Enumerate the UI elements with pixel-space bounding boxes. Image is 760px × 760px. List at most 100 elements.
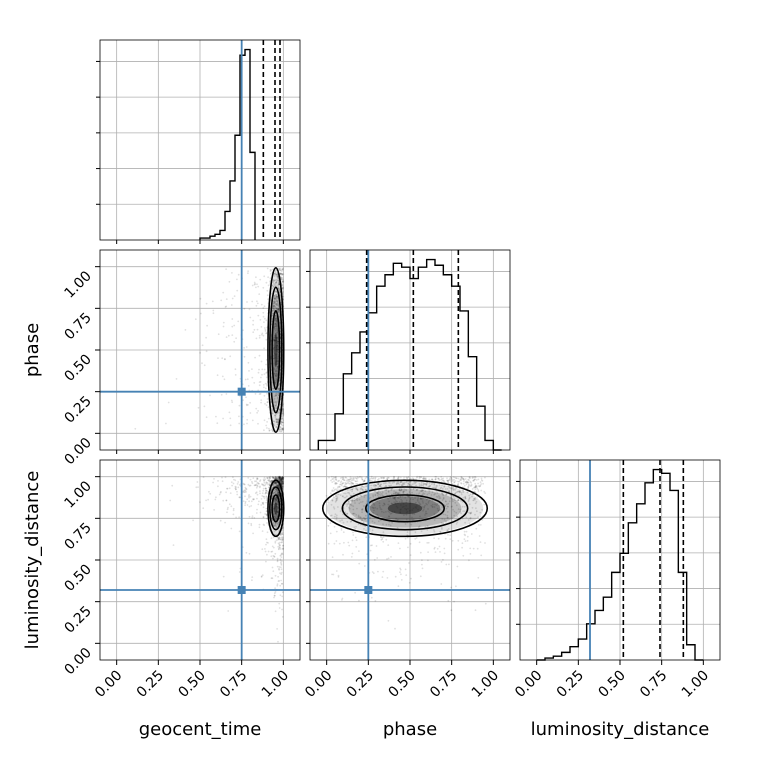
scatter-point <box>263 481 266 484</box>
scatter-point <box>256 497 258 500</box>
scatter-point <box>408 562 410 564</box>
scatter-point <box>271 476 274 478</box>
scatter-point <box>364 494 367 497</box>
scatter-point <box>442 477 445 480</box>
scatter-point <box>276 492 278 495</box>
scatter-point <box>327 524 330 527</box>
scatter-point <box>264 387 267 390</box>
scatter-point <box>443 547 446 550</box>
scatter-point <box>282 409 284 411</box>
scatter-point <box>469 512 472 515</box>
scatter-point <box>277 304 280 306</box>
scatter-point <box>355 483 357 485</box>
scatter-point <box>363 565 366 567</box>
scatter-point <box>447 479 449 482</box>
scatter-point <box>397 492 400 494</box>
scatter-point <box>278 548 280 551</box>
scatter-point <box>278 411 281 414</box>
scatter-point <box>461 505 464 508</box>
scatter-point <box>246 418 249 421</box>
scatter-point <box>388 511 391 514</box>
scatter-point <box>274 375 277 377</box>
scatter-point <box>273 592 276 595</box>
scatter-point <box>270 479 273 482</box>
scatter-point <box>459 510 462 513</box>
x-tick-label: 0.25 <box>134 668 167 701</box>
scatter-point <box>462 554 465 557</box>
scatter-point <box>268 427 270 430</box>
scatter-point <box>275 420 278 423</box>
scatter-point <box>281 477 284 479</box>
scatter-point <box>395 505 398 508</box>
scatter-point <box>217 485 219 488</box>
scatter-point <box>279 475 281 478</box>
scatter-point <box>348 503 351 506</box>
scatter-point <box>469 517 472 520</box>
scatter-point <box>456 521 459 524</box>
scatter-point <box>271 287 274 290</box>
scatter-point <box>282 482 284 485</box>
scatter-point <box>356 499 359 502</box>
scatter-point <box>393 497 395 499</box>
scatter-point <box>450 517 453 520</box>
scatter-point <box>281 427 284 430</box>
scatter-point <box>400 579 403 581</box>
scatter-point <box>282 482 284 485</box>
scatter-point <box>215 415 217 418</box>
scatter-point <box>431 506 434 509</box>
scatter-point <box>391 502 393 505</box>
scatter-point <box>281 552 283 555</box>
scatter-point <box>470 483 473 486</box>
scatter-point <box>441 506 444 509</box>
scatter-point <box>281 478 283 481</box>
scatter-point <box>275 484 278 486</box>
scatter-point <box>165 422 167 425</box>
scatter-point <box>262 286 265 289</box>
scatter-point <box>277 359 279 362</box>
scatter-point <box>473 476 475 479</box>
scatter-point <box>273 483 276 486</box>
scatter-point <box>476 547 479 550</box>
scatter-point <box>279 475 281 478</box>
scatter-point <box>281 533 284 536</box>
scatter-point <box>258 393 261 395</box>
scatter-point <box>393 476 395 478</box>
scatter-point <box>276 337 279 339</box>
scatter-point <box>273 507 276 510</box>
scatter-point <box>264 548 266 550</box>
scatter-point <box>421 493 424 496</box>
scatter-point <box>273 294 276 297</box>
scatter-point <box>358 550 360 552</box>
scatter-point <box>282 482 285 484</box>
scatter-point <box>277 575 279 578</box>
scatter-point <box>260 401 262 404</box>
scatter-point <box>356 495 359 497</box>
scatter-point <box>278 494 280 497</box>
scatter-point <box>465 480 468 483</box>
scatter-point <box>359 516 362 519</box>
scatter-point <box>337 493 340 495</box>
scatter-point <box>167 401 170 404</box>
scatter-point <box>480 489 483 492</box>
scatter-point <box>348 493 351 495</box>
scatter-point <box>275 496 278 499</box>
scatter-point <box>238 516 241 519</box>
scatter-point <box>251 376 254 379</box>
scatter-point <box>276 628 278 630</box>
scatter-point <box>359 488 362 491</box>
scatter-point <box>418 475 420 478</box>
scatter-point <box>280 417 283 420</box>
scatter-point <box>256 508 258 511</box>
scatter-point <box>426 525 429 527</box>
scatter-point <box>281 281 284 283</box>
scatter-point <box>331 573 333 576</box>
scatter-point <box>244 500 247 503</box>
scatter-point <box>400 504 402 506</box>
scatter-point <box>402 483 405 485</box>
scatter-point <box>273 497 276 500</box>
scatter-point <box>272 536 275 539</box>
scatter-point <box>276 279 279 282</box>
scatter-point <box>281 478 284 481</box>
scatter-point <box>422 497 424 500</box>
scatter-point <box>331 556 334 559</box>
